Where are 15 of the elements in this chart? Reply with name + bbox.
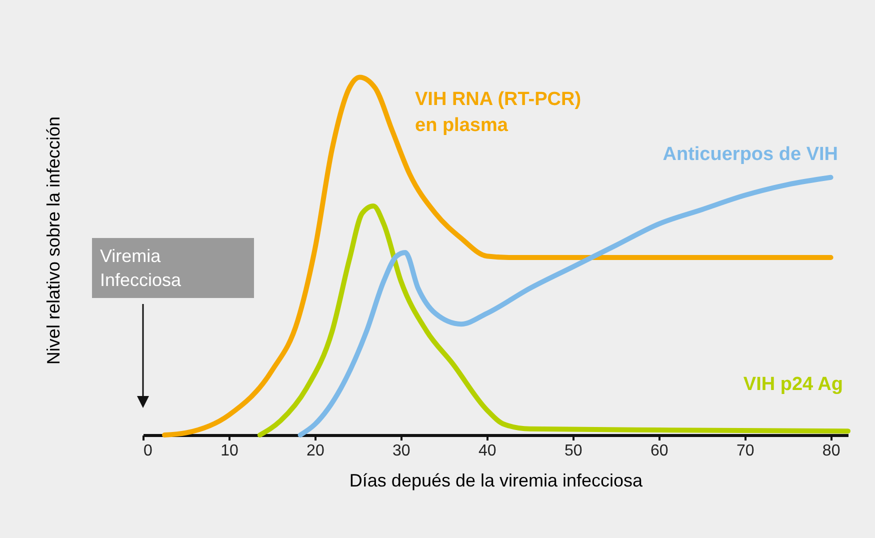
series-label: VIH RNA (RT-PCR) en plasma (415, 89, 582, 136)
x-tick-label: 80 (822, 442, 840, 460)
x-axis-title: Días depués de la viremia infecciosa (349, 470, 644, 490)
x-tick-label: 60 (650, 442, 668, 460)
x-tick-label: 50 (564, 442, 582, 460)
x-tick-label: 70 (736, 442, 754, 460)
y-axis-title: Nivel relativo sobre la infección (44, 116, 64, 365)
x-tick-label: 10 (220, 442, 238, 460)
x-tick-label: 20 (306, 442, 324, 460)
label-box: Viremia Infecciosa (92, 238, 254, 298)
x-tick-label: 40 (478, 442, 496, 460)
x-tick-label: 30 (392, 442, 410, 460)
series-label: VIH p24 Ag (743, 374, 843, 395)
x-tick-label: 0 (144, 442, 152, 460)
series-label: Anticuerpos de VIH (662, 144, 838, 165)
